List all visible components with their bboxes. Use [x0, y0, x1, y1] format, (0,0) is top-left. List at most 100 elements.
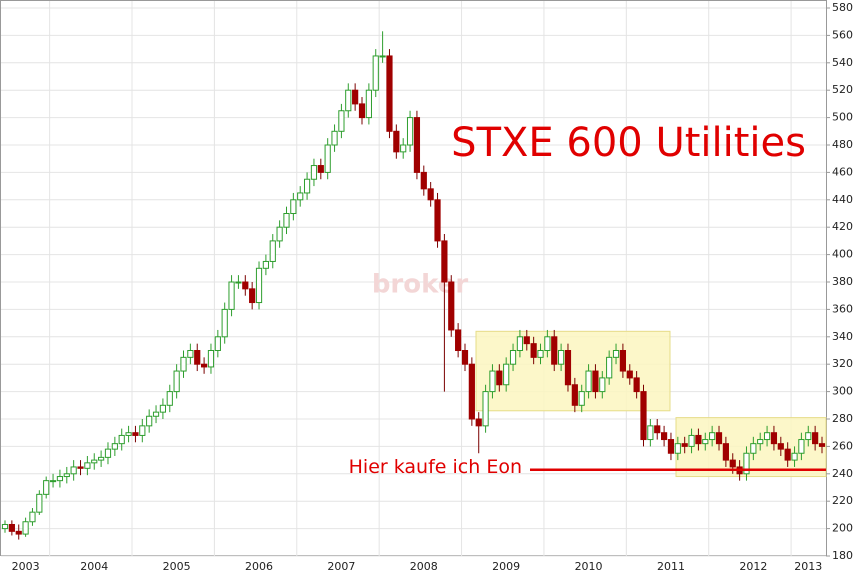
candle-body — [207, 350, 215, 368]
candle-body — [43, 480, 50, 495]
candle-body — [489, 370, 496, 393]
candle-body — [152, 411, 160, 417]
candle-body — [516, 336, 524, 351]
candle-body — [599, 377, 606, 393]
candle-body — [317, 165, 324, 173]
candle-body — [592, 370, 599, 393]
candle-body — [695, 434, 702, 445]
y-tick-label: 300 — [832, 385, 853, 398]
candle-body — [400, 144, 407, 153]
candle-body — [70, 466, 77, 475]
candle-body — [393, 130, 400, 153]
y-tick-label: 360 — [832, 302, 853, 315]
candle-body — [818, 443, 826, 447]
candle-body — [413, 117, 421, 173]
candle-body — [551, 336, 558, 365]
candle-body — [461, 350, 469, 365]
candle-body — [503, 363, 510, 386]
candle-body — [770, 432, 778, 445]
candle-body — [619, 350, 626, 372]
candle-body — [406, 117, 414, 146]
candle-body — [681, 443, 688, 447]
candle-body — [235, 281, 242, 284]
candle-body — [633, 377, 640, 393]
candle-body — [15, 530, 22, 535]
candle-body — [283, 213, 290, 228]
y-tick-label: 580 — [832, 1, 853, 14]
candle-body — [303, 178, 311, 194]
candle-body — [249, 288, 256, 304]
candle-body — [63, 473, 70, 478]
candle-body — [578, 391, 585, 406]
candle-body — [448, 281, 455, 331]
candle-body — [496, 370, 503, 386]
candle-body — [331, 130, 338, 146]
x-tick-label: 2003 — [12, 560, 40, 573]
candle-body — [297, 192, 304, 201]
candle-body — [427, 188, 434, 201]
y-tick-label: 220 — [832, 494, 853, 507]
x-tick-label: 2011 — [657, 560, 685, 573]
candle-body — [606, 356, 613, 379]
candle-body — [8, 523, 15, 532]
candle-body — [118, 434, 125, 445]
candle-body — [98, 456, 105, 461]
x-tick-label: 2010 — [575, 560, 603, 573]
candle-body — [805, 432, 812, 441]
x-tick-label: 2004 — [80, 560, 108, 573]
candle-body — [166, 391, 173, 406]
candle-body — [564, 350, 572, 386]
candle-body — [441, 240, 448, 283]
y-tick-label: 480 — [832, 138, 853, 151]
candle-body — [125, 432, 132, 436]
y-tick-label: 420 — [832, 220, 853, 233]
x-tick-label: 2013 — [794, 560, 822, 573]
candle-body — [434, 199, 441, 242]
candle-body — [139, 425, 146, 436]
candle-body — [626, 370, 633, 379]
candle-body — [757, 439, 764, 445]
candle-body — [784, 448, 791, 461]
candle-body — [763, 432, 771, 441]
candle-body — [475, 418, 482, 427]
candle-body — [345, 89, 352, 112]
candle-body — [750, 443, 757, 454]
candle-body — [310, 165, 318, 180]
candle-body — [194, 350, 201, 365]
candle-body — [36, 493, 43, 513]
y-tick-label: 520 — [832, 83, 853, 96]
y-tick-label: 560 — [832, 28, 853, 41]
candle-body — [173, 370, 180, 393]
candle-body — [338, 110, 345, 132]
candle-body — [674, 443, 681, 454]
candle-body — [159, 404, 167, 413]
candle-body — [558, 350, 565, 365]
candle-body — [49, 480, 57, 483]
y-tick-label: 280 — [832, 412, 853, 425]
candle-body — [242, 281, 249, 290]
x-tick-label: 2007 — [327, 560, 355, 573]
candle-body — [379, 55, 386, 58]
y-tick-label: 460 — [832, 165, 853, 178]
y-tick-label: 320 — [832, 357, 853, 370]
candle-body — [812, 432, 819, 445]
candle-body — [777, 443, 784, 450]
candle-body — [104, 448, 112, 458]
candle-body — [56, 476, 64, 482]
candle-body — [702, 439, 709, 445]
candle-body — [729, 459, 736, 468]
candle-body — [84, 462, 91, 469]
candle-body — [715, 432, 723, 445]
y-tick-label: 240 — [832, 467, 853, 480]
candle-body — [214, 336, 221, 351]
candle-body — [180, 356, 187, 372]
candle-body — [201, 363, 208, 368]
x-tick-label: 2009 — [492, 560, 520, 573]
candle-body — [1, 523, 9, 530]
candle-body — [111, 443, 118, 450]
y-tick-label: 380 — [832, 275, 853, 288]
candle-body — [640, 391, 647, 441]
candle-body — [530, 343, 537, 358]
candle-body — [386, 55, 393, 132]
candle-body — [372, 55, 379, 91]
